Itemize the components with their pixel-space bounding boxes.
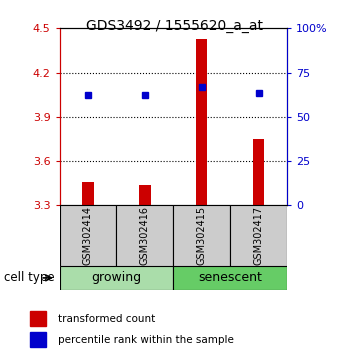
Bar: [253, 139, 264, 205]
Bar: [30, 332, 46, 347]
Bar: [173, 266, 287, 290]
Text: senescent: senescent: [198, 272, 262, 284]
Text: GSM302415: GSM302415: [197, 206, 207, 265]
Bar: [173, 205, 230, 266]
Bar: [60, 266, 173, 290]
Bar: [230, 205, 287, 266]
Bar: [82, 182, 94, 205]
Bar: [30, 312, 46, 326]
Text: growing: growing: [91, 272, 141, 284]
Text: cell type: cell type: [4, 272, 54, 284]
Text: percentile rank within the sample: percentile rank within the sample: [58, 335, 234, 345]
Text: transformed count: transformed count: [58, 314, 156, 324]
Bar: [60, 205, 116, 266]
Bar: [139, 185, 150, 205]
Bar: [116, 205, 173, 266]
Text: GDS3492 / 1555620_a_at: GDS3492 / 1555620_a_at: [86, 19, 264, 34]
Text: GSM302414: GSM302414: [83, 206, 93, 265]
Text: GSM302416: GSM302416: [140, 206, 150, 265]
Text: GSM302417: GSM302417: [253, 206, 264, 265]
Bar: [196, 39, 207, 205]
